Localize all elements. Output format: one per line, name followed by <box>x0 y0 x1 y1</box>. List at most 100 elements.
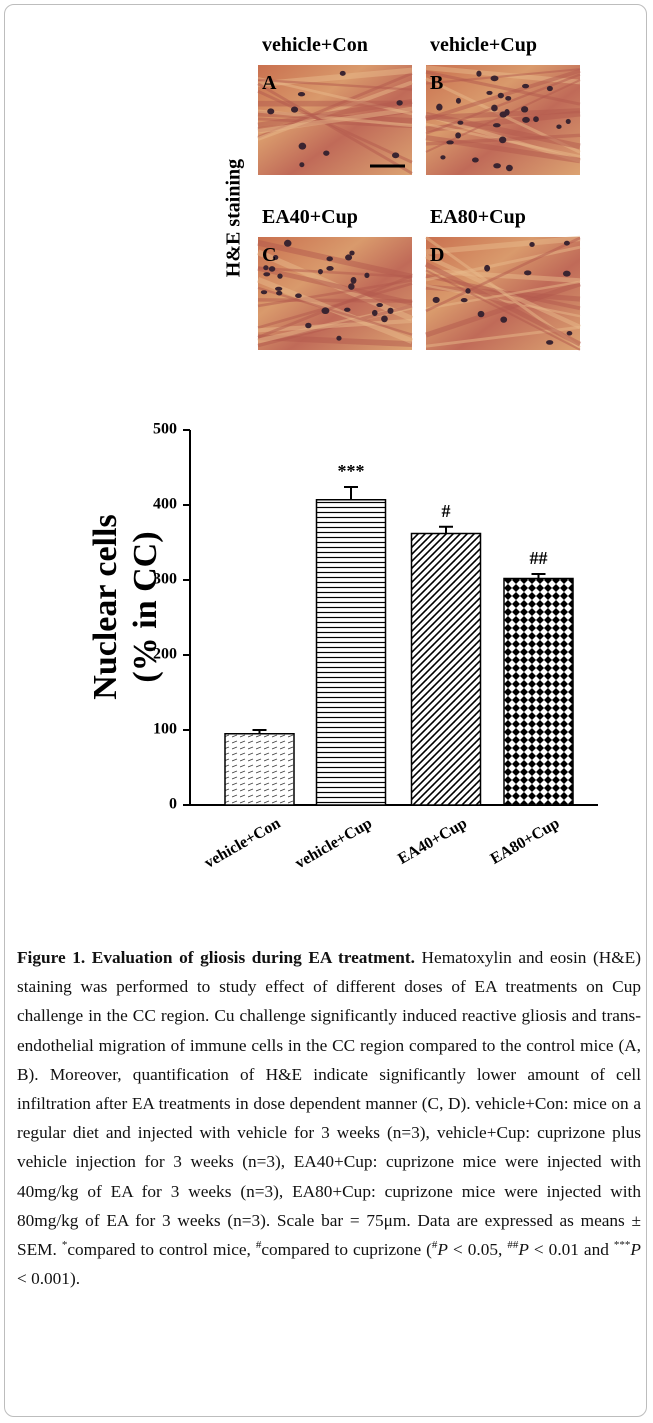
nucleus <box>566 330 573 336</box>
nucleus <box>263 265 269 271</box>
nucleus <box>499 111 508 118</box>
tissue-streak <box>424 262 582 347</box>
tissue-streak <box>425 280 581 310</box>
caption-text: compared to cuprizone ( <box>261 1240 432 1260</box>
nucleus <box>521 106 529 113</box>
nucleus <box>396 100 403 106</box>
nucleus <box>371 309 378 317</box>
nucleus <box>387 307 394 314</box>
nucleus <box>299 162 305 168</box>
nucleus <box>339 70 346 76</box>
tissue-streak <box>425 269 581 351</box>
x-tick-label: EA80+Cup <box>488 815 563 868</box>
nucleus <box>297 91 306 97</box>
nucleus <box>440 155 446 160</box>
nucleus <box>505 164 513 172</box>
bar <box>410 532 482 806</box>
nucleus <box>336 335 342 341</box>
tissue-streak <box>425 235 581 255</box>
tissue-streak <box>257 266 413 279</box>
nucleus <box>492 123 501 128</box>
caption-sup: *** <box>613 1239 631 1252</box>
nucleus <box>391 152 400 159</box>
tissue-streak <box>257 265 413 306</box>
panel-title: EA80+Cup <box>430 206 526 228</box>
nucleus <box>381 315 388 323</box>
panel-title: vehicle+Cup <box>430 34 537 56</box>
nucleus <box>260 290 268 295</box>
nucleus <box>457 120 464 125</box>
tissue-streak <box>425 245 581 282</box>
nucleus <box>275 286 283 291</box>
tissue-streak <box>257 76 413 116</box>
caption-text: compared to control mice, <box>67 1240 256 1260</box>
nucleus <box>283 239 292 247</box>
tissue-streak <box>257 286 413 336</box>
significance-label: *** <box>338 461 365 481</box>
nucleus <box>476 70 482 77</box>
nucleus <box>460 297 468 303</box>
nucleus <box>522 83 530 89</box>
y-tick-label: 500 <box>153 421 177 438</box>
tissue-streak <box>425 73 581 135</box>
nucleus <box>546 340 554 345</box>
bar <box>224 733 295 806</box>
panel-letter: C <box>262 244 276 266</box>
nucleus <box>505 95 512 101</box>
nucleus <box>455 97 462 104</box>
tissue-streak <box>425 284 581 318</box>
tissue-streak <box>257 239 413 280</box>
caption-text: < 0.001). <box>17 1269 81 1289</box>
caption-sup: * <box>61 1239 68 1252</box>
y-tick-label: 100 <box>153 721 177 738</box>
nucleus <box>486 90 493 95</box>
nucleus <box>268 266 276 272</box>
caption-sup: # <box>255 1239 262 1252</box>
caption: Figure 1. Evaluation of gliosis during E… <box>17 943 641 1293</box>
nucleus <box>344 307 351 312</box>
caption-italic: P <box>518 1240 529 1260</box>
nucleus <box>348 283 355 290</box>
caption-italic: P <box>437 1240 448 1260</box>
tissue-streak <box>257 298 413 303</box>
tissue-streak <box>257 318 413 333</box>
tissue-streak <box>257 78 413 91</box>
caption-sup: ## <box>507 1239 519 1252</box>
nucleus <box>455 132 461 139</box>
nucleus <box>326 266 334 271</box>
nucleus <box>491 104 498 112</box>
nucleus <box>524 270 532 276</box>
panel-title: EA40+Cup <box>262 206 358 228</box>
nucleus <box>522 116 530 123</box>
tissue-streak <box>257 274 413 339</box>
y-tick-label: 200 <box>153 646 177 663</box>
nucleus <box>350 277 357 284</box>
x-tick-label: vehicle+Cup <box>292 815 375 873</box>
tissue-streak <box>257 82 413 175</box>
nucleus <box>546 85 553 92</box>
nucleus <box>345 254 353 261</box>
caption-italic: P <box>630 1240 641 1260</box>
side-label: H&E staining <box>223 159 245 277</box>
nucleus <box>529 241 535 247</box>
nucleus <box>276 290 283 296</box>
nucleus <box>446 140 454 145</box>
panel-title: vehicle+Con <box>262 34 368 56</box>
nucleus <box>272 255 279 261</box>
tissue-streak <box>257 89 413 164</box>
nucleus <box>498 136 507 144</box>
nucleus <box>556 124 562 129</box>
nucleus <box>471 157 479 163</box>
nucleus <box>533 116 539 123</box>
x-tick-label: EA40+Cup <box>395 815 470 868</box>
caption-sup: # <box>431 1239 438 1252</box>
nucleus <box>317 268 323 275</box>
panel-letter: B <box>430 72 443 94</box>
nucleus <box>497 92 504 99</box>
tissue-streak <box>425 236 581 313</box>
tissue-streak <box>257 106 413 134</box>
caption-bold: Figure 1. Evaluation of gliosis during E… <box>17 948 415 967</box>
significance-label: ## <box>530 548 548 568</box>
nucleus <box>323 150 330 156</box>
